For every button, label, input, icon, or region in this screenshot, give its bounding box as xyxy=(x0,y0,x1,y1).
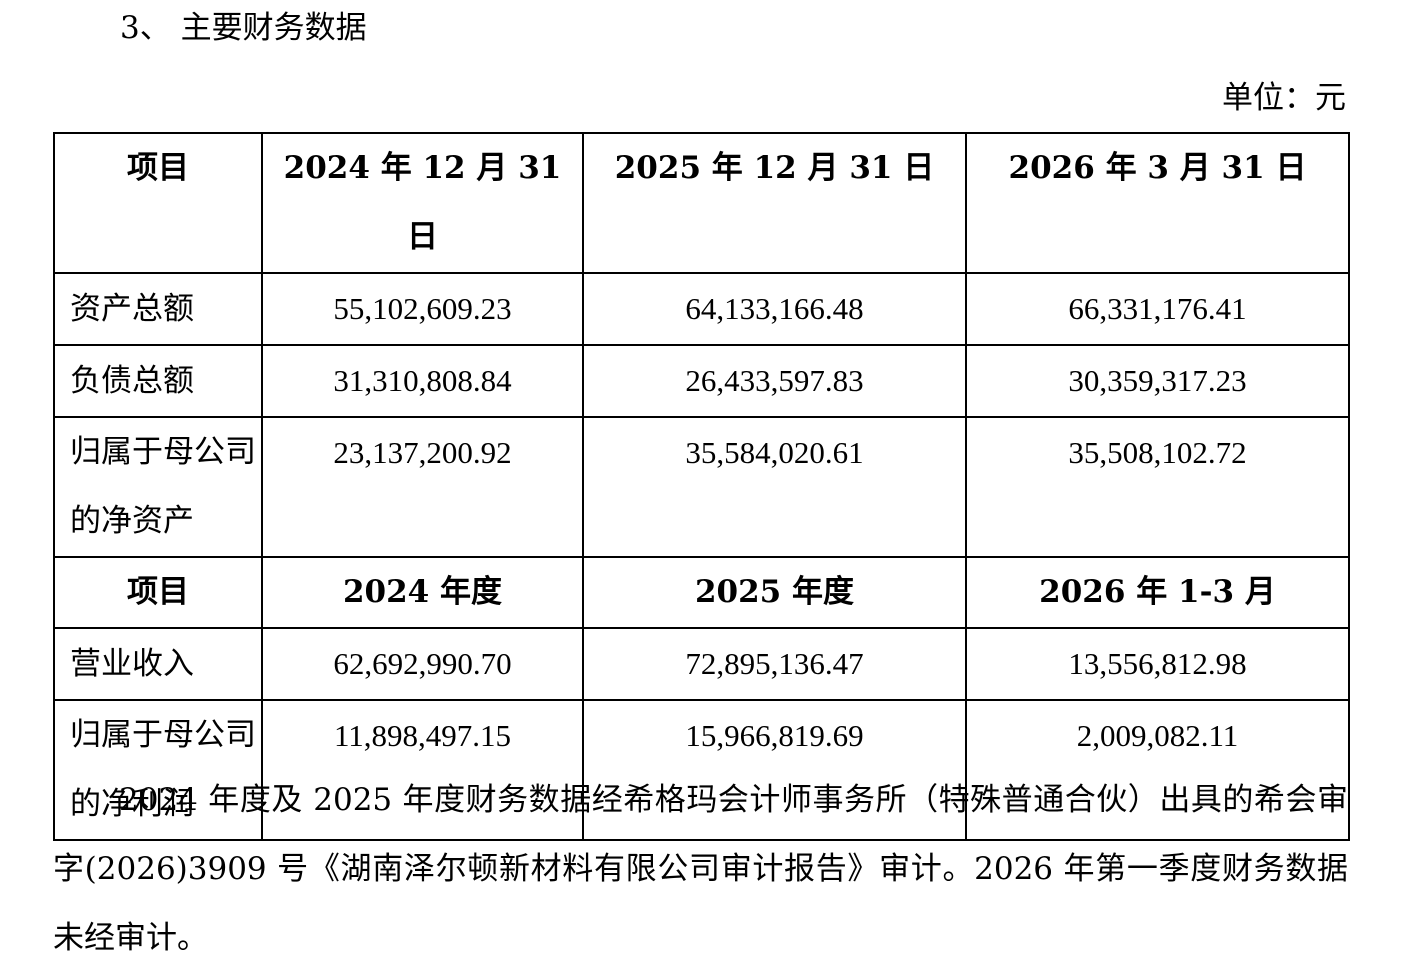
table-header-row: 项目 2024 年度 2025 年度 2026 年 1-3 月 xyxy=(53,556,1350,629)
table-cell: 2,009,082.11 xyxy=(965,699,1350,841)
table-cell: 30,359,317.23 xyxy=(965,344,1350,418)
row-label-total-liabilities: 负债总额 xyxy=(53,344,263,418)
table-cell: 13,556,812.98 xyxy=(965,627,1350,701)
row-label-net-assets: 归属于母公司的净资产 xyxy=(53,416,263,558)
table-cell: 55,102,609.23 xyxy=(261,272,584,346)
header-2025-annual: 2025 年度 xyxy=(582,556,967,629)
unit-label: 单位：元 xyxy=(1222,80,1346,116)
table-cell: 15,966,819.69 xyxy=(582,699,967,841)
table-cell: 62,692,990.70 xyxy=(261,627,584,701)
header-2026-3-31: 2026 年 3 月 31 日 xyxy=(965,132,1350,274)
row-label-total-assets: 资产总额 xyxy=(53,272,263,346)
table-row: 归属于母公司的净利润 11,898,497.15 15,966,819.69 2… xyxy=(53,699,1350,841)
header-2025-12-31: 2025 年 12 月 31 日 xyxy=(582,132,967,274)
table-cell: 11,898,497.15 xyxy=(261,699,584,841)
table-cell: 31,310,808.84 xyxy=(261,344,584,418)
table-cell: 35,584,020.61 xyxy=(582,416,967,558)
row-label-revenue: 营业收入 xyxy=(53,627,263,701)
table-row: 营业收入 62,692,990.70 72,895,136.47 13,556,… xyxy=(53,627,1350,701)
table-row: 负债总额 31,310,808.84 26,433,597.83 30,359,… xyxy=(53,344,1350,418)
header-2026-q1: 2026 年 1-3 月 xyxy=(965,556,1350,629)
table-row: 资产总额 55,102,609.23 64,133,166.48 66,331,… xyxy=(53,272,1350,346)
table-cell: 26,433,597.83 xyxy=(582,344,967,418)
table-row: 归属于母公司的净资产 23,137,200.92 35,584,020.61 3… xyxy=(53,416,1350,558)
financial-data-table: 项目 2024 年 12 月 31 日 2025 年 12 月 31 日 202… xyxy=(53,132,1350,841)
table-cell: 72,895,136.47 xyxy=(582,627,967,701)
header-item: 项目 xyxy=(53,556,263,629)
table-cell: 23,137,200.92 xyxy=(261,416,584,558)
table-cell: 66,331,176.41 xyxy=(965,272,1350,346)
table-header-row: 项目 2024 年 12 月 31 日 2025 年 12 月 31 日 202… xyxy=(53,132,1350,274)
row-label-net-profit: 归属于母公司的净利润 xyxy=(53,699,263,841)
table-cell: 35,508,102.72 xyxy=(965,416,1350,558)
section-heading: 3、 主要财务数据 xyxy=(120,10,367,46)
header-2024-12-31: 2024 年 12 月 31 日 xyxy=(261,132,584,274)
header-2024-annual: 2024 年度 xyxy=(261,556,584,629)
header-item: 项目 xyxy=(53,132,263,274)
table-cell: 64,133,166.48 xyxy=(582,272,967,346)
audit-note-paragraph: 2024 年度及 2025 年度财务数据经希格玛会计师事务所（特殊普通合伙）出具… xyxy=(53,782,1348,956)
